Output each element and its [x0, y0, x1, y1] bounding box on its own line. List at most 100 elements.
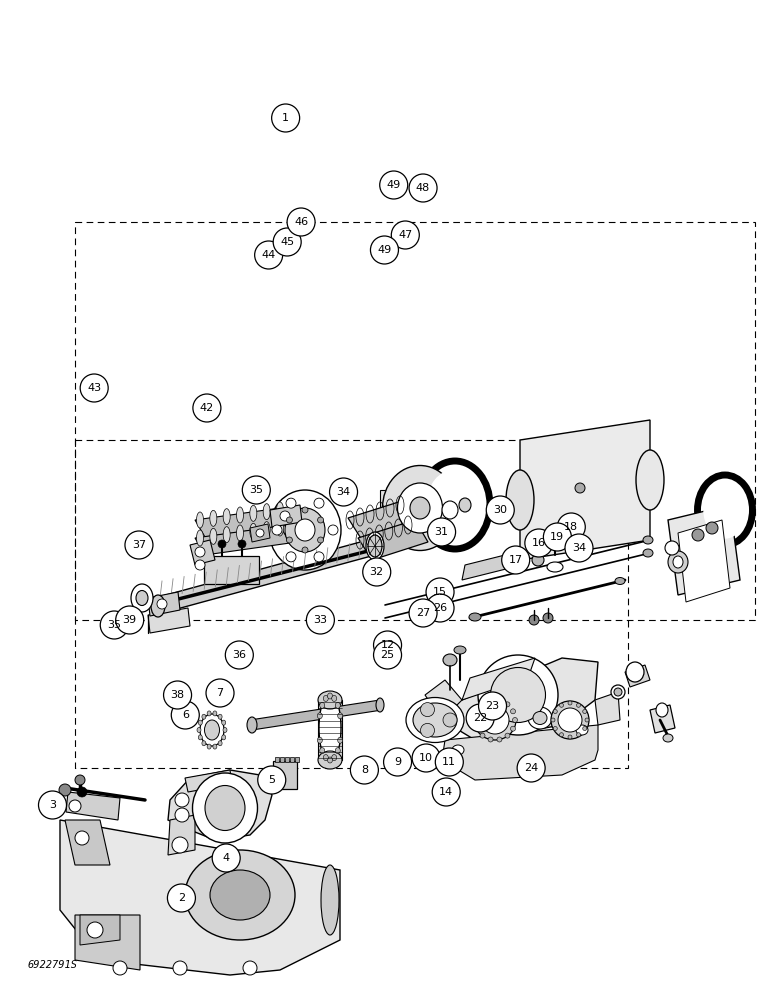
Ellipse shape — [269, 490, 341, 570]
Ellipse shape — [366, 532, 384, 560]
Text: 46: 46 — [294, 217, 308, 227]
Ellipse shape — [480, 733, 485, 738]
Polygon shape — [148, 608, 190, 633]
Text: 12: 12 — [381, 640, 394, 650]
Text: 39: 39 — [123, 615, 137, 625]
Circle shape — [193, 394, 221, 422]
Polygon shape — [462, 550, 525, 580]
Circle shape — [218, 540, 226, 548]
Circle shape — [75, 775, 85, 785]
Circle shape — [172, 837, 188, 853]
Ellipse shape — [250, 523, 257, 539]
Circle shape — [171, 701, 199, 729]
Circle shape — [77, 787, 87, 797]
Text: 37: 37 — [132, 540, 146, 550]
Text: 32: 32 — [370, 567, 384, 577]
Circle shape — [287, 208, 315, 236]
Ellipse shape — [568, 701, 572, 705]
Circle shape — [286, 552, 296, 562]
Ellipse shape — [452, 745, 464, 755]
Polygon shape — [318, 700, 342, 760]
Bar — [75, 222, 755, 620]
Circle shape — [255, 241, 283, 269]
Ellipse shape — [320, 702, 325, 708]
Ellipse shape — [643, 549, 653, 557]
Polygon shape — [195, 508, 290, 537]
Ellipse shape — [510, 709, 516, 714]
Circle shape — [272, 525, 282, 535]
Text: 43: 43 — [87, 383, 101, 393]
Text: 7: 7 — [216, 688, 224, 698]
Text: 23: 23 — [486, 701, 499, 711]
Circle shape — [272, 104, 300, 132]
Circle shape — [87, 922, 103, 938]
Circle shape — [116, 606, 144, 634]
Polygon shape — [155, 538, 375, 615]
Ellipse shape — [250, 505, 257, 521]
Circle shape — [306, 606, 334, 634]
Circle shape — [517, 754, 545, 782]
Ellipse shape — [614, 688, 622, 696]
Text: 18: 18 — [564, 522, 578, 532]
Circle shape — [113, 961, 127, 975]
Circle shape — [529, 615, 539, 625]
Bar — [75, 440, 628, 768]
Polygon shape — [425, 680, 462, 720]
Ellipse shape — [285, 508, 325, 552]
Ellipse shape — [223, 527, 230, 543]
Text: 48: 48 — [416, 183, 430, 193]
Ellipse shape — [656, 703, 668, 717]
Text: 36: 36 — [232, 650, 246, 660]
Text: 3: 3 — [49, 800, 56, 810]
Ellipse shape — [568, 735, 572, 739]
Circle shape — [175, 808, 189, 822]
Ellipse shape — [697, 475, 753, 545]
Ellipse shape — [488, 698, 493, 703]
Circle shape — [466, 704, 494, 732]
Ellipse shape — [551, 701, 589, 739]
Ellipse shape — [475, 726, 479, 731]
Ellipse shape — [247, 717, 257, 733]
Text: 25: 25 — [381, 650, 394, 660]
Text: 33: 33 — [313, 615, 327, 625]
Bar — [295, 757, 299, 762]
Ellipse shape — [560, 703, 564, 707]
Circle shape — [575, 483, 585, 493]
Polygon shape — [60, 820, 340, 975]
Circle shape — [212, 844, 240, 872]
Text: 44: 44 — [262, 250, 276, 260]
Ellipse shape — [663, 734, 673, 742]
Text: 8: 8 — [361, 765, 368, 775]
Circle shape — [374, 631, 401, 659]
Ellipse shape — [202, 741, 206, 746]
Text: 24: 24 — [524, 763, 538, 773]
Polygon shape — [442, 658, 598, 740]
Circle shape — [380, 171, 408, 199]
Circle shape — [75, 831, 89, 845]
Text: 4: 4 — [222, 853, 230, 863]
Text: 2: 2 — [178, 893, 185, 903]
Polygon shape — [380, 490, 460, 530]
Text: 17: 17 — [509, 555, 523, 565]
Ellipse shape — [668, 551, 688, 573]
Text: 11: 11 — [442, 757, 456, 767]
Ellipse shape — [197, 512, 204, 528]
Polygon shape — [168, 815, 195, 855]
Circle shape — [565, 534, 593, 562]
Ellipse shape — [202, 714, 206, 719]
Polygon shape — [270, 505, 302, 527]
Circle shape — [80, 374, 108, 402]
Ellipse shape — [335, 702, 340, 708]
Ellipse shape — [323, 695, 328, 701]
Ellipse shape — [490, 668, 546, 722]
Circle shape — [256, 529, 264, 537]
Ellipse shape — [223, 728, 227, 732]
Ellipse shape — [136, 590, 148, 605]
Polygon shape — [442, 725, 598, 780]
Circle shape — [195, 547, 205, 557]
Ellipse shape — [560, 733, 564, 737]
Ellipse shape — [410, 497, 430, 519]
Circle shape — [409, 174, 437, 202]
Circle shape — [374, 641, 401, 669]
Polygon shape — [348, 500, 418, 540]
